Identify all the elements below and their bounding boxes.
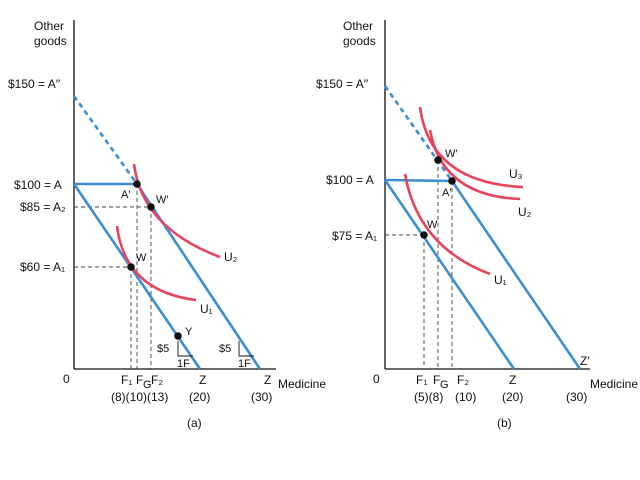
- panel-b-x-values-3: (20): [502, 390, 523, 404]
- panel-b-curve-u3: [418, 106, 524, 189]
- panel-b-x-values-2: (10): [455, 390, 476, 404]
- panel-b-y-label-75: $75 = A₁: [332, 229, 377, 243]
- panel-a-caption: (a): [187, 416, 202, 430]
- panel-b-budget-original: [383, 179, 516, 370]
- panel-b-y-title-1: Other: [343, 19, 373, 33]
- panel-b-x-f1: F₁: [416, 373, 427, 387]
- panel-a-curve-u2-label: U₂: [224, 250, 238, 264]
- panel-a-curve-u1: [115, 225, 197, 302]
- panel-a-x-fg: F: [136, 373, 143, 387]
- panel-a: Other goods $150 = A′′ $100 = A $85 = A₂…: [8, 19, 326, 430]
- panel-b-label-w: W: [427, 219, 438, 231]
- panel-a-label-a-prime: A′: [121, 189, 130, 201]
- panel-b-x-fg: F: [433, 373, 440, 387]
- panel-a-budget-kinked: [74, 182, 262, 370]
- panel-a-slope-triangle-1: [177, 341, 193, 357]
- panel-a-label-y: Y: [185, 326, 193, 338]
- panel-a-y-label-60: $60 = A₁: [20, 260, 65, 274]
- panel-b-x-fg-sub: G: [440, 379, 449, 391]
- panel-a-x-values-3: (30): [251, 390, 272, 404]
- panel-a-x-z1: Z: [199, 373, 206, 387]
- panel-b-label-a-prime: A′: [442, 187, 451, 199]
- panel-a-curve-u2: [132, 163, 221, 259]
- panel-b-point-a-prime: [448, 177, 456, 185]
- panel-a-y-title-2: goods: [34, 34, 67, 48]
- panel-b-caption: (b): [497, 416, 512, 430]
- panel-b-origin: 0: [373, 372, 380, 386]
- panel-b-label-w-prime: W′: [445, 148, 457, 160]
- panel-b-curve-u3-label: U₃: [509, 167, 523, 181]
- panel-a-slope-triangle-2: [238, 341, 254, 357]
- panel-b-budget-extension: [383, 85, 454, 182]
- panel-a-y-label-100: $100 = A: [14, 178, 62, 192]
- panel-a-y-label-85: $85 = A₂: [20, 200, 66, 214]
- panel-a-label-w-prime: W′: [156, 194, 168, 206]
- panel-b-point-w: [420, 231, 428, 239]
- panel-a-point-a-prime: [133, 180, 141, 188]
- panel-a-label-w: W: [136, 252, 147, 264]
- panel-a-origin: 0: [63, 372, 70, 386]
- panel-b-x-z-prime: Z′: [580, 354, 590, 368]
- panel-b-y-label-150: $150 = A′′: [316, 77, 369, 91]
- panel-a-budget-extension: [72, 95, 139, 185]
- panel-b-x-values-4: (30): [566, 390, 587, 404]
- panel-a-slope-dollar-1: $5: [157, 343, 169, 355]
- panel-b-curve-u2-label: U₂: [518, 205, 532, 219]
- panel-a-x-title: Medicine: [278, 377, 326, 391]
- panel-b-x-title: Medicine: [590, 377, 638, 391]
- panel-b-y-title-2: goods: [343, 34, 376, 48]
- panel-a-point-w: [127, 263, 135, 271]
- panel-a-x-values-1: (8)(10)(13): [111, 390, 168, 404]
- panel-b-curve-u2: [428, 129, 521, 201]
- panel-b-curve-u1-label: U₁: [494, 273, 507, 287]
- panel-b-y-label-100: $100 = A: [326, 173, 374, 187]
- panel-a-x-z2: Z: [264, 373, 271, 387]
- panel-a-slope-dollar-2: $5: [219, 343, 231, 355]
- panel-a-x-f2: F₂: [151, 373, 163, 387]
- panel-a-y-title-1: Other: [34, 19, 64, 33]
- panel-b-x-values-1: (5)(8): [414, 390, 443, 404]
- panel-a-x-values-2: (20): [189, 390, 210, 404]
- panel-b-x-z: Z: [509, 373, 516, 387]
- panel-a-slope-unit-1: 1F: [177, 358, 190, 370]
- panel-a-point-w-prime: [147, 203, 155, 211]
- panel-a-point-y: [174, 332, 182, 340]
- panel-b-point-w-prime: [434, 156, 442, 164]
- panel-b-curve-u1: [403, 173, 491, 276]
- panel-b-x-f2: F₂: [457, 373, 469, 387]
- panel-a-slope-unit-2: 1F: [238, 358, 251, 370]
- panel-a-curve-u1-label: U₁: [200, 302, 213, 316]
- panel-b: Other goods $150 = A′′ $100 = A $75 = A₁…: [316, 19, 638, 430]
- panel-a-y-label-150: $150 = A′′: [8, 77, 61, 91]
- panel-a-x-fg-sub: G: [143, 379, 152, 391]
- panel-a-x-f1: F₁: [121, 373, 132, 387]
